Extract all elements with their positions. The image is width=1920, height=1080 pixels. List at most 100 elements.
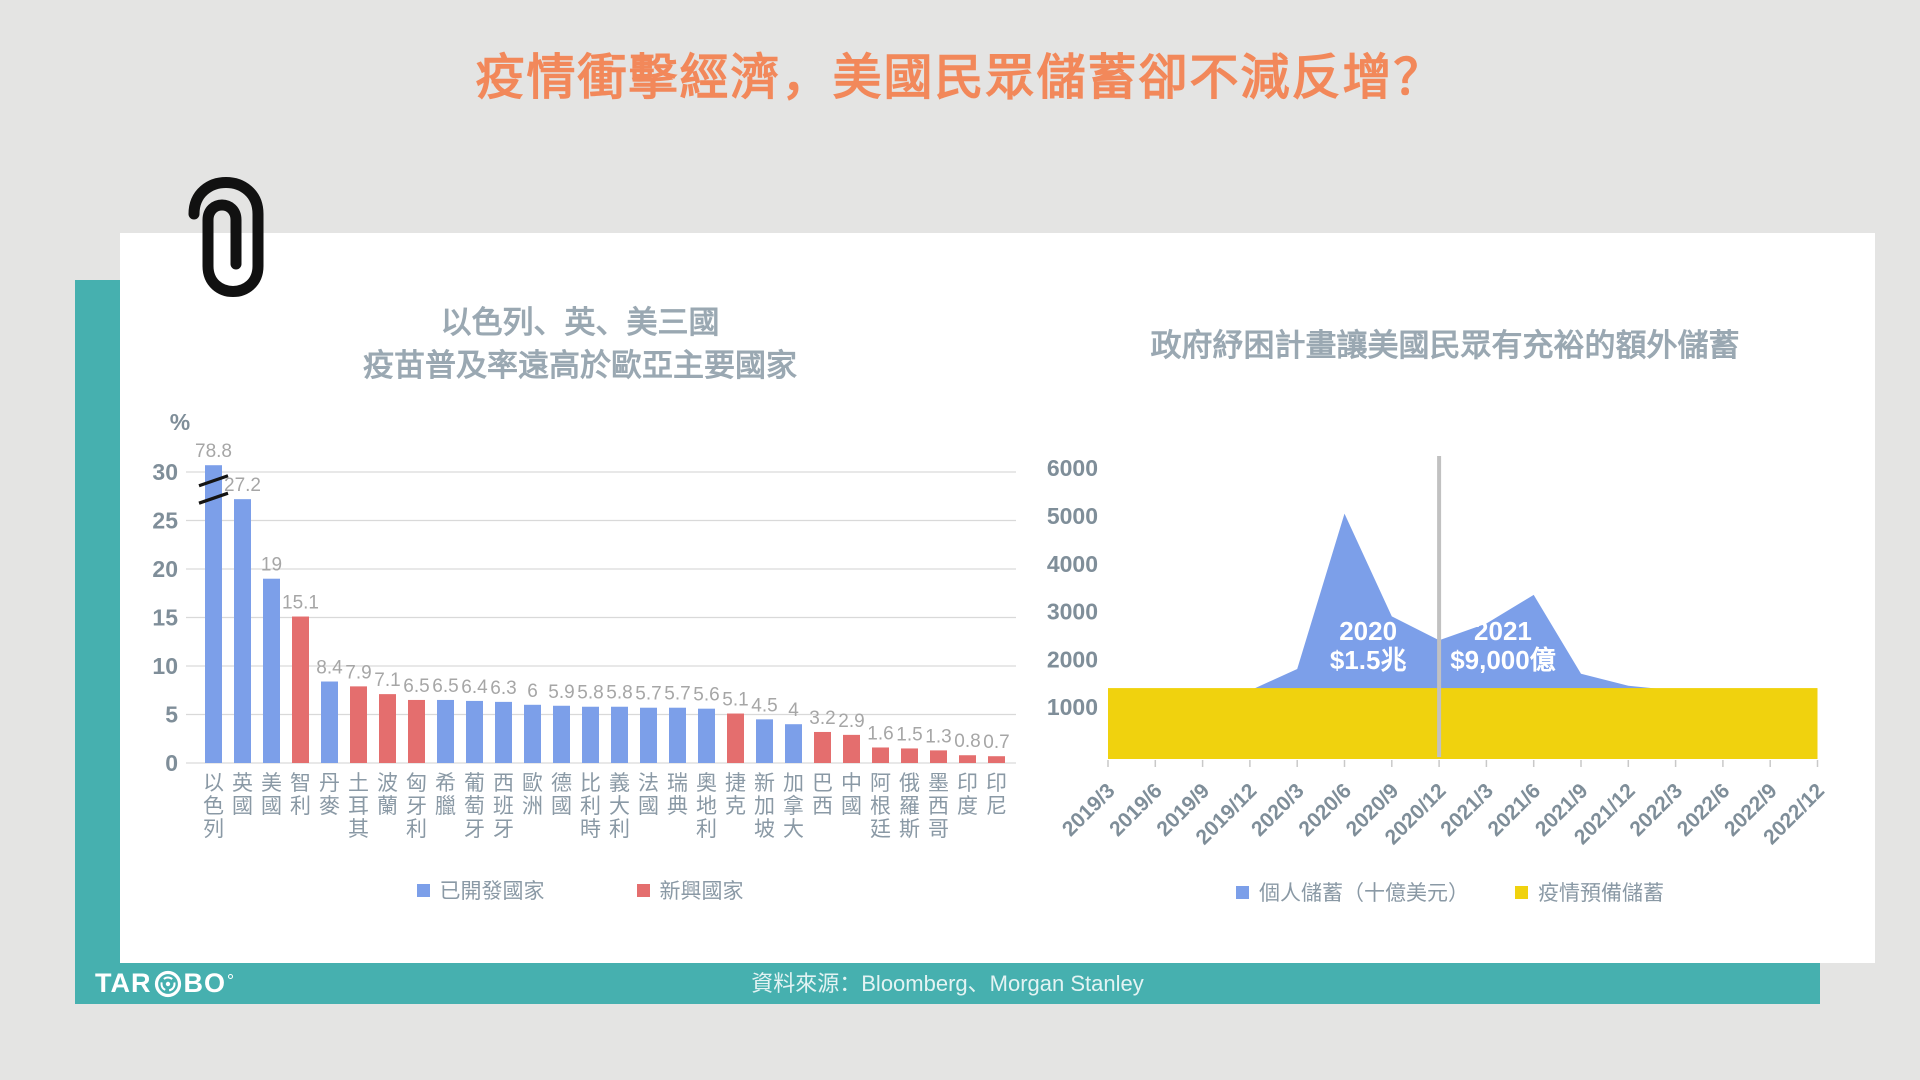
category-label: 羅 <box>899 795 920 818</box>
category-label: 利 <box>406 818 427 841</box>
left-chart-title: 以色列、英、美三國 疫苗普及率遠高於歐亞主要國家 <box>150 302 1010 388</box>
category-label: 蘭 <box>377 795 398 818</box>
x-axis-tick-label: 2022/3 <box>1625 779 1687 841</box>
category-label: 瑞 <box>667 772 688 795</box>
category-label: 坡 <box>754 818 775 841</box>
bar-巴西 <box>814 731 831 763</box>
category-label: 廷 <box>870 818 891 841</box>
category-label: 臘 <box>435 795 456 818</box>
axis-break-mark <box>198 474 229 488</box>
bar-value-label: 5.1 <box>722 690 748 711</box>
x-axis-tick-label: 2021/6 <box>1484 779 1546 841</box>
y-gridlines <box>186 471 1016 764</box>
bar-value-label: 4 <box>788 700 799 721</box>
bar-葡萄牙 <box>466 700 483 763</box>
left-chart-title-line2: 疫苗普及率遠高於歐亞主要國家 <box>363 347 797 383</box>
category-label: 西 <box>812 795 833 818</box>
x-axis-tick-label: 2019/3 <box>1058 779 1120 841</box>
left-chart-legend: 已開發國家 新興國家 <box>180 876 980 904</box>
bar-value-label: 5.7 <box>664 684 690 705</box>
logo-text-suffix: BO <box>183 968 226 998</box>
category-label: 印 <box>957 772 978 795</box>
left-chart-title-line1: 以色列、英、美三國 <box>440 305 720 340</box>
category-label: 地 <box>696 795 717 818</box>
category-label: 西 <box>493 772 514 795</box>
x-axis-tick-label: 2021/3 <box>1436 779 1498 841</box>
y-axis-tick-label: 6000 <box>1047 455 1098 481</box>
category-label: 阿 <box>870 772 891 795</box>
bar-value-label: 78.8 <box>195 441 232 462</box>
category-label: 典 <box>667 795 688 818</box>
category-label: 西 <box>928 795 949 818</box>
bar-智利 <box>292 616 309 763</box>
category-label: 度 <box>957 795 978 818</box>
legend-item-personal-savings: 個人儲蓄（十億美元） <box>1236 877 1469 907</box>
bar-value-label: 27.2 <box>224 475 261 496</box>
category-label: 希 <box>435 772 456 795</box>
y-axis-tick-label: 2000 <box>1047 646 1098 672</box>
content-card <box>120 233 1875 963</box>
area-annotation: 2021 <box>1474 616 1532 646</box>
bar-丹麥 <box>321 681 338 763</box>
pandemic-reserve-color-swatch <box>1515 885 1528 899</box>
category-label: 美 <box>261 772 282 795</box>
savings-area-chart: 1000200030004000500060002019/32019/62019… <box>1047 455 1829 849</box>
legend-label-emerging: 新興國家 <box>659 880 744 903</box>
bar-value-label: 6.5 <box>403 676 429 697</box>
bar-value-label: 7.1 <box>374 670 400 691</box>
bar-阿根廷 <box>872 747 889 763</box>
bar-value-label: 1.6 <box>867 723 893 744</box>
category-label: 國 <box>232 795 253 818</box>
category-label: 尼 <box>986 795 1007 818</box>
tarobo-logo: TAR BO <box>95 968 233 999</box>
personal-savings-color-swatch <box>1236 885 1249 899</box>
category-label: 班 <box>493 795 514 818</box>
bar-value-label: 5.7 <box>635 684 661 705</box>
bar-中國 <box>843 734 860 763</box>
bar-匈牙利 <box>408 699 425 763</box>
x-axis-tick-label: 2022/6 <box>1673 779 1735 841</box>
bar-value-label: 7.9 <box>345 662 371 683</box>
bar-以色列 <box>205 465 222 763</box>
category-label: 丹 <box>319 772 340 795</box>
category-label: 德 <box>551 772 572 795</box>
category-label: 捷 <box>725 772 746 795</box>
category-label: 國 <box>551 795 572 818</box>
bar-value-label: 6 <box>527 681 538 702</box>
bar-義大利 <box>611 706 628 763</box>
legend-item-pandemic-reserve: 疫情預備儲蓄 <box>1515 877 1664 907</box>
category-label: 比 <box>580 772 601 795</box>
area-annotation: $9,000億 <box>1450 645 1556 675</box>
logo-text-prefix: TAR <box>95 968 152 998</box>
category-label: 列 <box>203 818 224 841</box>
y-axis-tick-label: 5000 <box>1047 503 1098 529</box>
category-label: 耳 <box>348 795 369 818</box>
bar-value-label: 2.9 <box>838 711 864 732</box>
x-axis-tick-label: 2019/6 <box>1105 779 1167 841</box>
legend-label-pandemic-reserve: 疫情預備儲蓄 <box>1538 882 1664 905</box>
bar-希臘 <box>437 699 454 763</box>
category-label: 色 <box>203 795 224 818</box>
fingerprint-o-icon <box>154 970 181 998</box>
bar-value-label: 5.8 <box>606 683 632 704</box>
category-label: 墨 <box>928 772 949 795</box>
category-label: 印 <box>986 772 1007 795</box>
bar-印尼 <box>988 756 1005 763</box>
bar-value-label: 1.3 <box>925 726 951 747</box>
y-axis-tick-label: 0 <box>165 750 178 776</box>
right-chart-title: 政府紓困計畫讓美國民眾有充裕的額外儲蓄 <box>1150 328 1740 363</box>
category-label: 利 <box>290 795 311 818</box>
bar-俄羅斯 <box>901 748 918 763</box>
area-annotation: $1.5兆 <box>1330 645 1407 675</box>
bar-value-label: 6.5 <box>432 676 458 697</box>
bar-value-label: 5.6 <box>693 685 719 706</box>
bar-value-label: 19 <box>261 555 282 576</box>
category-label: 國 <box>841 795 862 818</box>
bar-value-label: 6.4 <box>461 677 488 698</box>
category-label: 波 <box>377 772 398 795</box>
category-label: 加 <box>754 795 775 818</box>
bar-value-label: 15.1 <box>282 593 319 614</box>
category-label: 奧 <box>696 772 717 795</box>
bar-墨西哥 <box>930 750 947 763</box>
